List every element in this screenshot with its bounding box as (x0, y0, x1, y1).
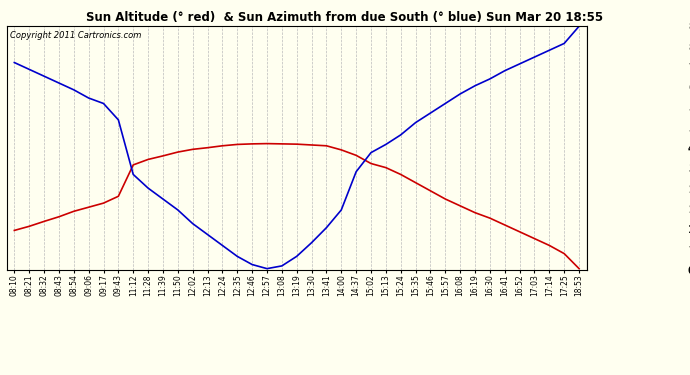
Text: Copyright 2011 Cartronics.com: Copyright 2011 Cartronics.com (10, 31, 141, 40)
Text: Sun Altitude (° red)  & Sun Azimuth from due South (° blue) Sun Mar 20 18:55: Sun Altitude (° red) & Sun Azimuth from … (86, 11, 604, 24)
